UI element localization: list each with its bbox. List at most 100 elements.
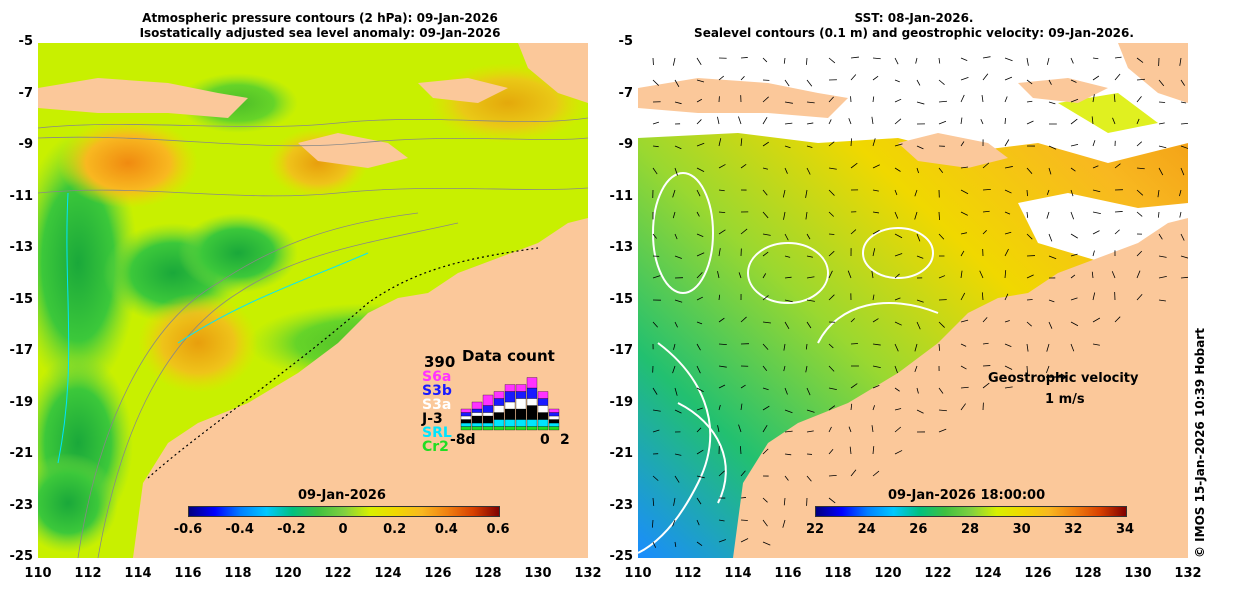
velocity-arrow xyxy=(828,189,835,196)
velocity-arrow xyxy=(1111,271,1116,279)
velocity-arrow xyxy=(696,119,702,125)
velocity-arrow xyxy=(894,233,903,239)
data-count-x-mid: 0 xyxy=(540,432,550,448)
data-count-bar-segment xyxy=(460,408,472,413)
lon-tick-label: 120 xyxy=(274,566,302,581)
velocity-arrow xyxy=(1136,78,1145,81)
velocity-arrow xyxy=(960,77,969,81)
velocity-arrow xyxy=(1004,231,1012,235)
satellite-label: S3b xyxy=(422,383,452,399)
velocity-arrow xyxy=(696,449,704,455)
velocity-arrow xyxy=(806,430,814,433)
velocity-arrow xyxy=(938,387,944,394)
velocity-arrow xyxy=(1070,253,1078,257)
velocity-arrow xyxy=(894,57,899,65)
velocity-arrow xyxy=(1136,118,1140,125)
data-count-bar-segment xyxy=(482,426,494,431)
sealevel-contours xyxy=(638,172,939,554)
data-count-bar-segment xyxy=(471,415,483,424)
velocity-arrow xyxy=(1180,276,1188,279)
timor-island xyxy=(298,133,408,168)
velocity-arrow xyxy=(652,475,659,481)
data-count-bar-segment xyxy=(515,391,527,399)
flores-island xyxy=(418,78,508,103)
velocity-arrow xyxy=(762,233,771,236)
velocity-arrow xyxy=(849,446,852,455)
velocity-arrow xyxy=(916,233,921,242)
data-count-bar-segment xyxy=(537,419,549,427)
velocity-arrow xyxy=(740,163,747,169)
velocity-arrow xyxy=(872,164,880,169)
velocity-arrow xyxy=(1180,79,1185,86)
velocity-arrow xyxy=(674,299,683,303)
velocity-arrow xyxy=(981,94,984,103)
velocity-arrow xyxy=(674,233,678,240)
velocity-arrow xyxy=(1070,189,1074,197)
pressure-contours xyxy=(38,117,588,558)
north-land xyxy=(1118,43,1188,103)
lon-tick-label: 114 xyxy=(724,566,752,581)
velocity-arrow xyxy=(1004,386,1013,389)
velocity-arrow xyxy=(828,497,836,504)
velocity-arrow xyxy=(828,405,836,411)
velocity-arrow xyxy=(696,233,704,238)
velocity-arrow xyxy=(916,409,924,414)
velocity-arrows xyxy=(651,56,1188,548)
data-count-bar-segment xyxy=(548,419,560,424)
australia-land xyxy=(133,218,588,558)
velocity-arrow xyxy=(1092,211,1101,214)
velocity-arrow xyxy=(1004,166,1013,169)
velocity-arrow xyxy=(652,275,661,279)
data-count-bar-segment xyxy=(482,415,494,424)
velocity-arrow xyxy=(1070,118,1078,125)
velocity-arrow xyxy=(871,425,874,433)
data-count-bar-segment xyxy=(504,426,516,431)
velocity-arrow xyxy=(1048,299,1055,303)
velocity-arrow xyxy=(982,342,989,345)
velocity-arrow xyxy=(1004,76,1013,81)
data-count-bar-segment xyxy=(504,408,516,420)
velocity-arrow xyxy=(938,120,947,125)
velocity-arrow xyxy=(894,297,901,301)
velocity-arrow xyxy=(1070,274,1076,279)
velocity-arrow xyxy=(850,162,858,169)
lon-tick-label: 130 xyxy=(1124,566,1152,581)
left-title-line1: Atmospheric pressure contours (2 hPa): 0… xyxy=(142,11,498,25)
data-count-bar-segment xyxy=(537,405,549,413)
velocity-arrow xyxy=(652,409,661,412)
anomaly-low xyxy=(38,453,118,553)
lon-tick-label: 116 xyxy=(174,566,202,581)
data-count-bar-segment xyxy=(493,391,505,399)
velocity-arrow xyxy=(894,387,900,392)
velocity-arrow xyxy=(1113,94,1116,103)
velocity-arrow xyxy=(1048,145,1057,150)
velocity-arrow xyxy=(850,469,857,477)
velocity-arrow xyxy=(938,57,941,64)
velocity-arrow xyxy=(784,430,793,433)
velocity-arrow xyxy=(762,251,769,257)
velocity-arrow xyxy=(916,167,919,174)
velocity-arrow xyxy=(762,141,769,147)
velocity-arrow xyxy=(872,405,875,411)
velocity-arrow xyxy=(916,321,921,330)
velocity-arrow xyxy=(982,73,989,81)
velocity-arrow xyxy=(1158,79,1165,87)
velocity-arrow xyxy=(674,541,677,548)
velocity-arrow xyxy=(1092,75,1100,81)
satellite-label: SRL xyxy=(422,425,452,441)
left-colorbar xyxy=(188,506,500,517)
left-colorbar-date: 09-Jan-2026 xyxy=(298,488,386,503)
lon-tick-label: 112 xyxy=(674,566,702,581)
velocity-arrow xyxy=(738,116,742,125)
velocity-arrow xyxy=(696,167,705,172)
velocity-arrow xyxy=(1048,79,1052,85)
velocity-arrow xyxy=(805,189,808,198)
data-count-bar-segment xyxy=(482,405,494,413)
flores-island xyxy=(1018,78,1108,103)
data-count-bar-segment xyxy=(548,422,560,427)
colorbar-tick-label: 30 xyxy=(1012,522,1031,537)
lon-tick-label: 118 xyxy=(824,566,852,581)
velocity-arrow xyxy=(914,189,918,197)
colorbar-tick-label: 0.4 xyxy=(434,522,458,537)
velocity-arrow xyxy=(696,541,703,547)
